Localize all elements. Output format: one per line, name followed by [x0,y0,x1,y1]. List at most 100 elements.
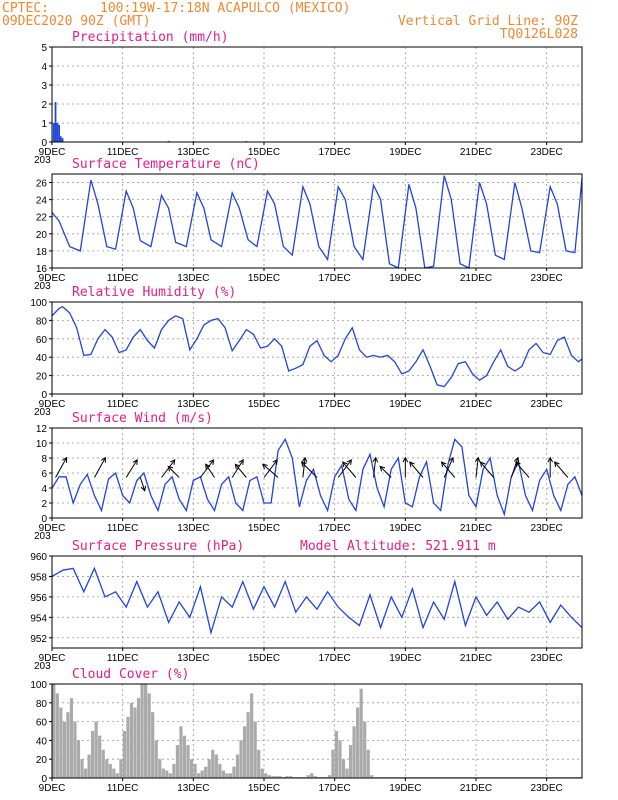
cloud-bar [242,726,247,778]
wind-arrow-head [208,459,215,465]
cloud-bar [62,721,66,778]
x-axis-tiny-label: 203 [34,155,51,166]
cloud-bar [313,776,317,778]
wind-arrow-shaft [301,461,318,478]
wind-arrow-head [553,461,560,468]
y-tick-label: 5 [41,43,47,54]
cloud-bar [356,707,360,778]
cloud-bar [197,773,201,778]
wind-arrow [93,456,106,478]
wind-arrow [510,456,520,478]
x-tick-label: 13DEC [177,399,209,410]
y-tick-label: 60 [36,718,48,729]
wind-arrow-head [346,459,353,465]
cloud-bar [341,759,346,778]
wind-arrow-head [272,459,278,465]
cloud-bar [278,776,282,778]
y-tick-label: 10 [36,439,48,450]
cloud-bar [175,745,180,778]
cloud-bar [211,749,215,778]
wind-arrow-head [474,456,481,463]
cloud-bar [285,776,289,778]
cloud-bar [94,721,98,778]
cloud-bar [348,745,353,778]
x-tick-label: 21DEC [460,653,492,664]
x-tick-label: 23DEC [531,523,563,534]
x-tick-label: 11DEC [107,783,139,794]
cloud-bar [133,707,137,778]
wind-arrow-shaft [167,466,180,478]
wind-arrow [261,463,279,478]
wind-arrow [372,456,379,478]
pressure-series-line [51,566,583,636]
cloud-bar [73,721,77,778]
wind-arrow-shaft [125,459,138,478]
wind-arrow-head [513,456,520,463]
x-tick-label: 17DEC [319,653,351,664]
cloud-bar [108,763,112,778]
wind-arrow-head [301,456,308,463]
wind-arrow-head [440,461,447,468]
x-tick-label: 21DEC [460,399,492,410]
x-tick-label: 21DEC [460,147,492,158]
cloud-frame [51,683,583,779]
cloud-bar [83,768,88,778]
x-axis-tiny-label: 203 [34,407,51,418]
y-tick-label: 20 [36,755,48,766]
model-id-label: TQ0126L028 [500,27,578,42]
cloud-bar [182,735,187,778]
cloud-bar [331,749,335,778]
cloud-bar [189,759,194,778]
cloud-bar [225,773,229,778]
wind-arrow [263,459,278,478]
x-tick-label: 19DEC [389,523,421,534]
y-tick-label: 80 [36,699,48,710]
wind-arrow-head [341,461,348,468]
wind-arrow-head [132,459,138,465]
precip-frame [51,46,583,143]
wind-arrow [125,459,138,478]
location-label: 100:19W-17:18N ACAPULCO (MEXICO) [100,1,350,16]
wind-arrow [161,459,176,478]
y-tick-label: 3 [41,81,47,92]
cloud-bar [112,768,116,778]
y-tick-label: 0 [41,138,47,149]
wind-arrow-shaft [263,459,278,478]
wind-arrow [167,465,180,478]
cloud-bar [366,749,370,778]
cloud-bar [129,702,134,778]
cloud-bar [55,693,59,778]
cloud-bar [52,684,56,778]
wind-arrow-head [140,485,147,492]
y-tick-label: 18 [36,247,48,258]
wind-panel: 0 2 4 6 8 10 12 9DEC 11DEC 13DEC 15DEC 17DEC 19DEC 21… [34,411,583,542]
cloud-bar [147,693,151,778]
cloud-bar [246,712,250,778]
cloud-bar [168,773,172,778]
y-tick-label: 954 [30,613,47,624]
cloud-bar [352,726,356,778]
wind-arrow [199,459,215,478]
temp-frame [51,173,583,269]
x-axis-tiny-label: 203 [34,661,51,672]
cloud-bar [66,712,70,778]
cloud-bar [101,749,105,778]
y-tick-label: 8 [41,454,47,465]
x-tick-label: 23DEC [531,147,563,158]
cloud-bar [239,740,243,778]
precip-bar [59,136,62,142]
cloud-bar [144,684,148,778]
precip-bar [52,123,55,142]
wind-arrow-head [300,461,307,468]
cloud-bar [334,731,339,778]
x-tick-label: 17DEC [319,783,351,794]
wind-arrow-head [402,456,409,463]
rh-title: Relative Humidity (%) [72,285,236,300]
wind-arrow-shaft [161,459,176,478]
cloud-bar [161,768,165,778]
temp-panel: 16 18 20 22 24 26 9DEC 11DEC 13DEC 15DEC 17DEC 19DE… [34,157,583,292]
wind-arrow-head [515,461,521,468]
pressure-frame [51,555,583,649]
wind-arrow-head [167,465,174,472]
